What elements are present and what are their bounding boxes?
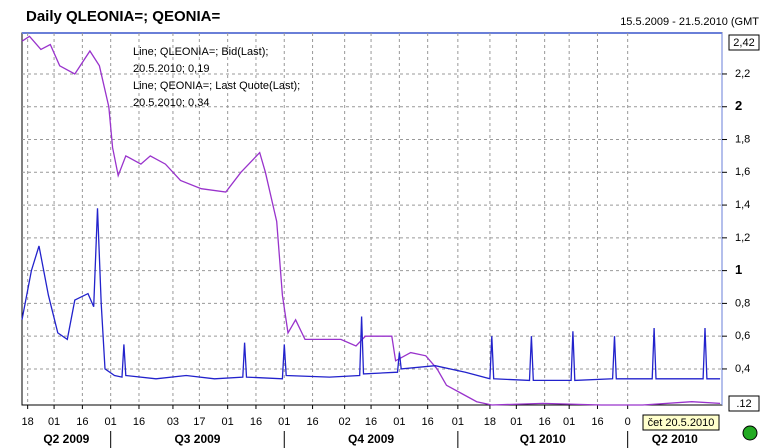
y-tick-label: 1,2 — [735, 232, 750, 244]
chart-title: Daily QLEONIA=; QEONIA= — [26, 8, 220, 25]
x-tick-label: 16 — [250, 416, 262, 428]
x-tick-label: 01 — [278, 416, 290, 428]
legend-entry: Line; QLEONIA=; Bid(Last); — [133, 46, 268, 58]
x-tick-label: 16 — [133, 416, 145, 428]
legend-last-value: 20.5.2010; 0,34 — [133, 97, 209, 109]
y-tick-label: 2,2 — [735, 68, 750, 80]
y-tick-label: 0,6 — [735, 330, 750, 342]
y-tick-label: 1,6 — [735, 166, 750, 178]
x-tick-label: 01 — [105, 416, 117, 428]
x-tick-label: 01 — [48, 416, 60, 428]
y-tick-label: 2 — [735, 98, 742, 113]
x-tick-label: 16 — [422, 416, 434, 428]
y-tick-label: 0,8 — [735, 297, 750, 309]
x-tick-label: 16 — [539, 416, 551, 428]
x-tick-label: 17 — [193, 416, 205, 428]
x-tick-label: 18 — [22, 416, 34, 428]
x-tick-label: 18 — [484, 416, 496, 428]
x-tick-label: 0 — [625, 416, 631, 428]
x-tick-label: 01 — [563, 416, 575, 428]
cursor-label: čet 20.5.2010 — [648, 417, 715, 429]
range-top-label: 2,42 — [733, 37, 754, 49]
x-tick-label: 16 — [306, 416, 318, 428]
legend-entry: Line; QEONIA=; Last Quote(Last); — [133, 80, 300, 92]
x-tick-label: 02 — [339, 416, 351, 428]
x-tick-label: 01 — [452, 416, 464, 428]
quarter-label: Q2 2010 — [652, 432, 698, 446]
x-tick-label: 16 — [365, 416, 377, 428]
x-tick-label: 16 — [76, 416, 88, 428]
series-line — [21, 35, 721, 406]
quarter-label: Q3 2009 — [174, 432, 220, 446]
legend-last-value: 20.5.2010; 0,19 — [133, 63, 209, 75]
quarter-label: Q4 2009 — [348, 432, 394, 446]
y-tick-label: 1,8 — [735, 133, 750, 145]
chart-layer: 0,4 0,6 0,8 1 1,2 1,4 1,6 1,8 2 2,2 18 01 16 01 16 03 17… — [21, 33, 750, 448]
x-tick-label: 01 — [510, 416, 522, 428]
y-tick-label: 0,4 — [735, 363, 750, 375]
range-bottom-label: .12 — [736, 398, 751, 410]
x-tick-label: 16 — [591, 416, 603, 428]
status-indicator — [742, 425, 758, 441]
x-tick-label: 01 — [222, 416, 234, 428]
date-range: 15.5.2009 - 21.5.2010 (GMT — [620, 16, 759, 28]
x-tick-label: 01 — [393, 416, 405, 428]
x-tick-label: 03 — [167, 416, 179, 428]
series-line — [21, 208, 721, 382]
range-top-box — [728, 34, 760, 51]
cursor-box — [642, 414, 720, 431]
y-tick-label: 1 — [735, 262, 742, 277]
range-bottom-box — [728, 395, 760, 412]
quarter-label: Q2 2009 — [43, 432, 89, 446]
y-tick-label: 1,4 — [735, 199, 750, 211]
quarter-label: Q1 2010 — [520, 432, 566, 446]
